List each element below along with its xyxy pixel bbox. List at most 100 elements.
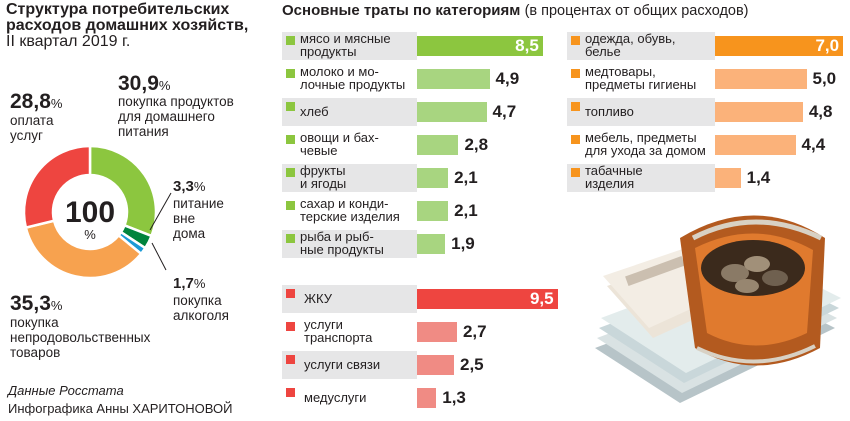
bar: [417, 69, 490, 89]
slice-label-alcohol: 1,7% покупка алкоголя: [173, 275, 245, 323]
bar-value-label: 1,4: [746, 168, 771, 187]
bar-value-label: 4,8: [808, 102, 833, 121]
bar-value-label: 2,5: [460, 355, 484, 374]
slice-value-alcohol: 1,7: [173, 275, 194, 292]
bar: [417, 201, 449, 221]
bar-category-label: ЖКУ: [304, 291, 332, 306]
bar-row-nonfood: топливо 4,8: [567, 98, 843, 126]
bar-row-nonfood: одежда, обувь, белье 7,0: [567, 31, 844, 60]
bar-subtitle-text: (в процентах от общих расходов): [524, 3, 749, 19]
purse: [680, 215, 825, 366]
legend-square: [286, 69, 295, 78]
row-band: [567, 164, 715, 192]
row-band: [282, 230, 417, 258]
bar-row-food: сахар и конди- терские изделия 2,1: [282, 197, 554, 225]
slice-text-alcohol: покупка алкоголя: [173, 293, 229, 323]
bar: [417, 102, 487, 122]
bar-value-label: 1,9: [451, 234, 475, 253]
legend-square: [286, 388, 295, 397]
bar-category-label: топливо: [585, 104, 634, 119]
bar-value-label: 4,4: [801, 135, 826, 154]
bar-chart-title: Основные траты по категориям (в процента…: [282, 2, 749, 19]
bar-value-label: 5,0: [812, 69, 837, 88]
legend-square: [286, 36, 295, 45]
bar-value-label: 1,3: [442, 388, 466, 407]
legend-square: [571, 36, 580, 45]
row-band: [282, 351, 417, 379]
bar-value-label: 4,7: [492, 102, 517, 121]
bar-category-label: рыба и рыб- ные продукты: [300, 229, 384, 257]
row-band: [567, 98, 715, 126]
donut-chart-title: Структура потребительских расходов домаш…: [6, 2, 251, 50]
legend-square: [571, 168, 580, 177]
donut-slice-nonfood: [24, 219, 143, 280]
legend-square: [286, 135, 295, 144]
slice-unit-alcohol: %: [193, 276, 206, 291]
bar: [417, 355, 454, 375]
slice-label-services: 28,8% оплата услуг: [10, 90, 70, 143]
bar-category-label: хлеб: [300, 104, 329, 119]
wallet-money-illustration: [595, 215, 841, 403]
donut-chart: 100%: [22, 144, 172, 280]
bar-category-label: медтовары, предметы гигиены: [585, 64, 697, 92]
bar-value-label: 4,9: [495, 69, 520, 88]
bar-category-label: овощи и бах- чевые: [300, 130, 379, 158]
title-text: Структура потребительских расходов домаш…: [6, 1, 249, 34]
bar-category-label: сахар и конди- терские изделия: [300, 196, 400, 224]
donut-center-value: 100: [65, 196, 115, 229]
bar-row-food: молоко и мо- лочные продукты 4,9: [282, 65, 554, 93]
bar-value-label: 2,1: [454, 168, 478, 187]
bar-row-nonfood: табачные изделия 1,4: [567, 164, 843, 192]
slice-text-services: оплата услуг: [10, 113, 54, 143]
bar-value-label: 2,7: [462, 322, 487, 341]
bar: [715, 135, 796, 155]
bar-category-label: мясо и мясные продукты: [300, 31, 391, 59]
footer: Данные Росстата Инфографика Анны ХАРИТОН…: [8, 382, 232, 418]
bar: [417, 388, 437, 408]
bar-category-label: медуслуги: [304, 390, 367, 405]
slice-value-food: 30,9: [118, 72, 159, 95]
bar: [417, 135, 459, 155]
donut-center-unit: %: [84, 227, 96, 242]
legend-square: [286, 322, 295, 331]
slice-text-food: покупка продуктов для домашнего питания: [118, 94, 234, 139]
bar-category-label: фрукты и ягоды: [300, 163, 347, 191]
bar-category-label: молоко и мо- лочные продукты: [300, 64, 406, 92]
slice-text-nonfood: покупка непродовольственных товаров: [10, 315, 151, 360]
slice-unit-services: %: [50, 96, 63, 111]
bar-value-label: 8,5: [515, 36, 539, 55]
slice-label-nonfood: 35,3% покупка непродовольственных товаро…: [10, 292, 170, 360]
leader-line-catering: [149, 192, 172, 231]
bar-row-nonfood: медтовары, предметы гигиены 5,0: [567, 65, 843, 93]
bar-category-label: табачные изделия: [585, 163, 643, 191]
bar: [417, 36, 543, 56]
bar-row-food: фрукты и ягоды 2,1: [282, 164, 554, 192]
bar-value-label: 2,8: [464, 135, 489, 154]
bar-row-services: услуги связи 2,5: [282, 351, 554, 379]
bar-value-label: 9,5: [529, 289, 554, 308]
bar-value-label: 2,1: [454, 201, 478, 220]
bar-category-label: мебель, предметы для ухода за домом: [585, 130, 706, 158]
slice-value-services: 28,8: [10, 90, 51, 113]
legend-square: [286, 234, 295, 243]
source-text: Данные Росстата: [8, 383, 124, 398]
bar: [417, 234, 446, 254]
bar-row-food: хлеб 4,7: [282, 98, 554, 126]
bar: [715, 69, 807, 89]
slice-value-nonfood: 35,3: [10, 292, 51, 315]
bar: [417, 322, 457, 342]
bar-category-label: одежда, обувь, белье: [585, 31, 676, 59]
bar-title-text: Основные траты по категориям: [282, 2, 521, 19]
leader-line-alcohol: [151, 242, 167, 271]
legend-square: [286, 102, 295, 111]
legend-square: [286, 168, 295, 177]
slice-unit-nonfood: %: [50, 298, 63, 313]
slice-label-catering: 3,3% питание вне дома: [173, 178, 224, 241]
bar-value-label: 7,0: [815, 36, 840, 55]
row-band: [282, 32, 417, 60]
slice-label-food: 30,9% покупка продуктов для домашнего пи…: [118, 72, 246, 139]
row-band: [567, 32, 715, 60]
bar: [417, 289, 558, 309]
bar: [715, 102, 803, 122]
bar-row-services: медуслуги 1,3: [282, 384, 554, 412]
